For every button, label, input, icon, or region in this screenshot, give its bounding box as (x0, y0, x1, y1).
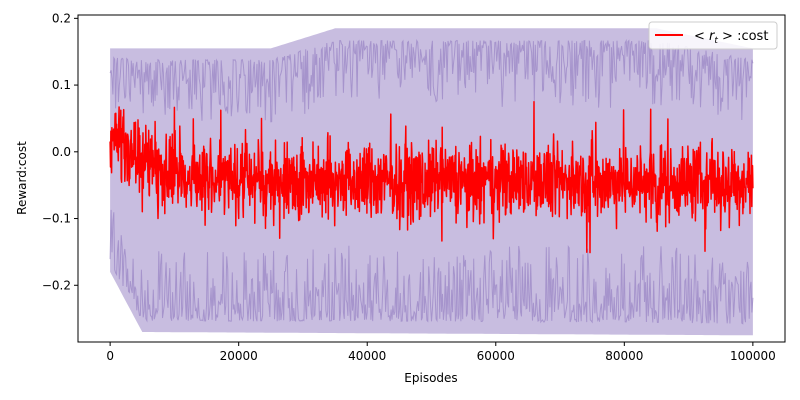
legend-label-suffix: > :cost (718, 29, 769, 44)
y-tick-label: −0.1 (42, 212, 71, 226)
y-axis-ticks: −0.2 −0.1 0.0 0.1 0.2 (42, 11, 78, 292)
legend-label-sub: t (714, 36, 718, 46)
spread-band-lower-fringe (109, 209, 754, 325)
series-line (109, 101, 754, 254)
series-layer (109, 101, 754, 254)
legend-label-math: r (709, 29, 716, 44)
x-tick-label: 20000 (220, 349, 258, 363)
x-tick-label: 60000 (477, 349, 515, 363)
x-tick-label: 80000 (605, 349, 643, 363)
x-axis-ticks: 0 20000 40000 60000 80000 100000 (106, 342, 776, 363)
y-tick-label: 0.2 (52, 11, 71, 25)
y-axis-label: Reward:cost (15, 141, 29, 215)
y-tick-label: 0.1 (52, 78, 71, 92)
plot-frame (77, 14, 786, 343)
spread-band-upper-fringe (109, 38, 754, 123)
legend-box (648, 21, 778, 50)
x-axis-label: Episodes (404, 371, 457, 385)
x-tick-label: 100000 (730, 349, 776, 363)
x-tick-label: 40000 (348, 349, 386, 363)
y-tick-label: 0.0 (52, 145, 71, 159)
y-tick-label: −0.2 (42, 278, 71, 292)
legend-label: < rt > :cost (694, 29, 768, 46)
legend-label-prefix: < (694, 29, 709, 44)
legend: < rt > :cost (648, 21, 778, 50)
x-tick-label: 0 (106, 349, 114, 363)
